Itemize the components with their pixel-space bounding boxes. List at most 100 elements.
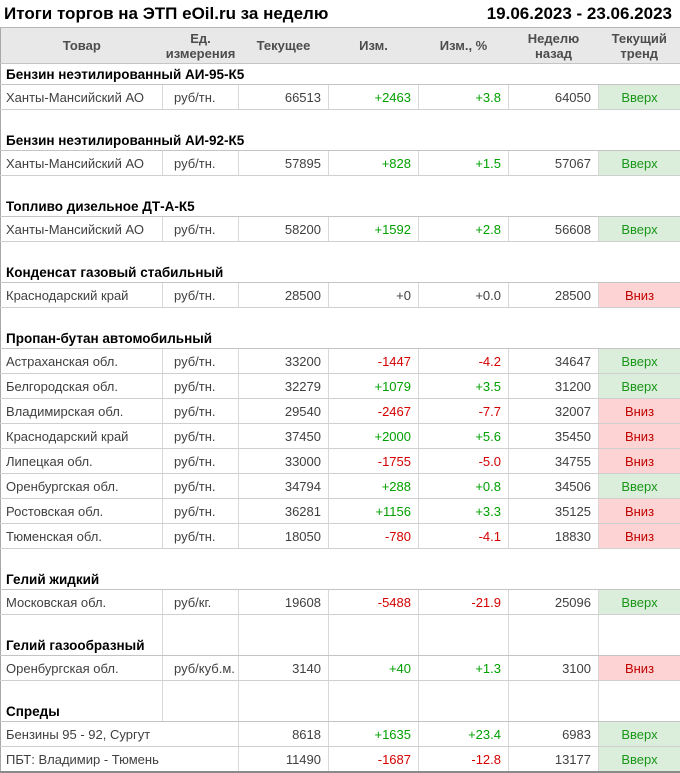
- section-title: Конденсат газовый стабильный: [1, 262, 680, 283]
- spacer-cell: [329, 615, 419, 636]
- week-ago-cell: 25096: [509, 590, 599, 615]
- section-title: Пропан-бутан автомобильный: [1, 328, 680, 349]
- section-title: Топливо дизельное ДТ-А-К5: [1, 196, 680, 217]
- current-cell: 34794: [239, 474, 329, 499]
- section-header-row: Бензин неэтилированный АИ-95-К5: [1, 64, 680, 85]
- unit-cell: руб/тн.: [163, 474, 239, 499]
- week-ago-cell: 35450: [509, 424, 599, 449]
- change-cell: -2467: [329, 399, 419, 424]
- spacer-row: [1, 176, 680, 197]
- spacer-cell: [329, 681, 419, 702]
- change-cell: -1687: [329, 747, 419, 773]
- change-pct-cell: +3.8: [419, 85, 509, 110]
- trend-cell: Вниз: [599, 656, 680, 681]
- section-header-row: Пропан-бутан автомобильный: [1, 328, 680, 349]
- page-title: Итоги торгов на ЭТП eOil.ru за неделю: [4, 4, 328, 24]
- spacer-row: [1, 615, 680, 636]
- product-cell: Белгородская обл.: [1, 374, 163, 399]
- unit-cell: руб/тн.: [163, 424, 239, 449]
- product-cell: Ханты-Мансийский АО: [1, 151, 163, 176]
- week-ago-cell: 13177: [509, 747, 599, 773]
- spacer-cell: [163, 615, 239, 636]
- trend-cell: Вверх: [599, 217, 680, 242]
- change-cell: +288: [329, 474, 419, 499]
- unit-cell: руб/тн.: [163, 399, 239, 424]
- trend-cell: Вверх: [599, 590, 680, 615]
- week-ago-cell: 34506: [509, 474, 599, 499]
- current-cell: 18050: [239, 524, 329, 549]
- current-cell: 19608: [239, 590, 329, 615]
- section-header-cell: [419, 701, 509, 722]
- product-cell: Бензины 95 - 92, Сургут: [1, 722, 239, 747]
- change-pct-cell: +1.3: [419, 656, 509, 681]
- change-pct-cell: -7.7: [419, 399, 509, 424]
- col-header-current: Текущее: [239, 28, 329, 64]
- spacer-cell: [1, 110, 680, 131]
- section-header-cell: [239, 701, 329, 722]
- spacer-cell: [1, 176, 680, 197]
- spacer-row: [1, 242, 680, 263]
- change-cell: +1635: [329, 722, 419, 747]
- week-ago-cell: 31200: [509, 374, 599, 399]
- spacer-cell: [239, 615, 329, 636]
- section-header-cell: [239, 635, 329, 656]
- section-header-cell: [329, 635, 419, 656]
- unit-cell: руб/тн.: [163, 499, 239, 524]
- spacer-cell: [509, 681, 599, 702]
- section-header-row: Бензин неэтилированный АИ-92-К5: [1, 130, 680, 151]
- spacer-row: [1, 681, 680, 702]
- product-cell: Краснодарский край: [1, 424, 163, 449]
- section-header-cell: [509, 635, 599, 656]
- change-pct-cell: +3.5: [419, 374, 509, 399]
- trend-cell: Вверх: [599, 85, 680, 110]
- change-pct-cell: +23.4: [419, 722, 509, 747]
- product-cell: Ханты-Мансийский АО: [1, 85, 163, 110]
- spacer-row: [1, 308, 680, 329]
- spacer-row: [1, 110, 680, 131]
- product-cell: Тюменская обл.: [1, 524, 163, 549]
- unit-cell: руб/тн.: [163, 151, 239, 176]
- change-cell: +0: [329, 283, 419, 308]
- spacer-cell: [239, 681, 329, 702]
- section-title: Бензин неэтилированный АИ-95-К5: [1, 64, 680, 85]
- section-title: Гелий газообразный: [1, 635, 163, 656]
- change-cell: +2463: [329, 85, 419, 110]
- unit-cell: руб/тн.: [163, 283, 239, 308]
- change-pct-cell: +0.0: [419, 283, 509, 308]
- spacer-cell: [1, 549, 680, 570]
- week-ago-cell: 34647: [509, 349, 599, 374]
- change-cell: +828: [329, 151, 419, 176]
- col-header-unit: Ед. измерения: [163, 28, 239, 64]
- trend-cell: Вниз: [599, 283, 680, 308]
- unit-cell: руб/тн.: [163, 449, 239, 474]
- trend-cell: Вверх: [599, 722, 680, 747]
- week-ago-cell: 57067: [509, 151, 599, 176]
- spacer-row: [1, 549, 680, 570]
- product-cell: Владимирская обл.: [1, 399, 163, 424]
- current-cell: 33200: [239, 349, 329, 374]
- current-cell: 37450: [239, 424, 329, 449]
- unit-cell: руб/кг.: [163, 590, 239, 615]
- change-cell: +1592: [329, 217, 419, 242]
- change-pct-cell: -4.1: [419, 524, 509, 549]
- spacer-cell: [599, 681, 680, 702]
- spacer-cell: [1, 615, 163, 636]
- change-pct-cell: -21.9: [419, 590, 509, 615]
- unit-cell: руб/тн.: [163, 524, 239, 549]
- change-pct-cell: +5.6: [419, 424, 509, 449]
- product-cell: Липецкая обл.: [1, 449, 163, 474]
- period-label: 19.06.2023 - 23.06.2023: [487, 4, 674, 24]
- change-cell: +1156: [329, 499, 419, 524]
- trend-cell: Вверх: [599, 349, 680, 374]
- change-cell: -1755: [329, 449, 419, 474]
